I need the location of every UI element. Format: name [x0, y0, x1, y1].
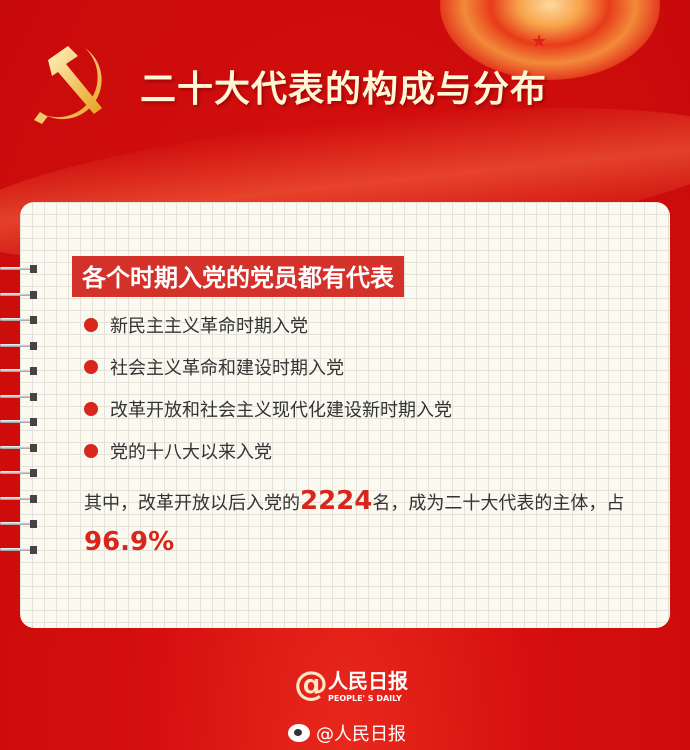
- summary-paragraph: 其中，改革开放以后入党的2224名，成为二十大代表的主体，占 96.9%: [84, 482, 684, 564]
- logo-english: PEOPLE' S DAILY: [328, 694, 402, 703]
- list-item-label: 改革开放和社会主义现代化建设新时期入党: [110, 400, 452, 421]
- binding-ring: [0, 469, 40, 477]
- section-subtitle: 各个时期入党的党员都有代表: [72, 256, 404, 297]
- binding-ring: [0, 392, 40, 401]
- list-item-label: 社会主义革命和建设时期入党: [110, 358, 344, 379]
- bullet-icon: [84, 402, 98, 416]
- delegate-count: 2224: [300, 486, 373, 516]
- binding-ring: [0, 520, 40, 528]
- binding-ring: [0, 367, 40, 375]
- bullet-icon: [84, 360, 98, 374]
- page-title: 二十大代表的构成与分布: [140, 69, 548, 110]
- weibo-icon: [288, 724, 310, 742]
- list-item: 新民主主义革命时期入党: [84, 312, 308, 338]
- summary-text: 其中，改革开放以后入党的: [84, 493, 300, 514]
- bullet-icon: [84, 444, 98, 458]
- list-item-label: 党的十八大以来入党: [110, 442, 272, 463]
- list-item: 社会主义革命和建设时期入党: [84, 354, 344, 380]
- binding-ring: [0, 341, 40, 350]
- bullet-icon: [84, 318, 98, 332]
- list-item: 改革开放和社会主义现代化建设新时期入党: [84, 396, 452, 422]
- weibo-handle: @人民日报: [316, 724, 406, 745]
- peoples-daily-logo: @ 人民日报 PEOPLE' S DAILY: [294, 664, 408, 704]
- at-icon: @: [294, 664, 328, 704]
- hammer-sickle-icon: [34, 46, 102, 124]
- red-star-icon: ★: [531, 31, 548, 52]
- list-item-label: 新民主主义革命时期入党: [110, 316, 308, 337]
- binding-ring: [0, 418, 40, 426]
- binding-ring: [0, 316, 40, 324]
- list-item: 党的十八大以来入党: [84, 438, 272, 464]
- binding-ring: [0, 494, 40, 503]
- summary-text: 名，成为二十大代表的主体，占: [372, 493, 625, 514]
- percentage: 96.9%: [84, 527, 175, 557]
- binding-ring: [0, 443, 40, 452]
- logo-name: 人民日报: [328, 669, 408, 693]
- weibo-watermark: @人民日报: [288, 720, 406, 746]
- binding-ring: [0, 545, 40, 554]
- binding-ring: [0, 290, 40, 299]
- binding-ring: [0, 265, 40, 273]
